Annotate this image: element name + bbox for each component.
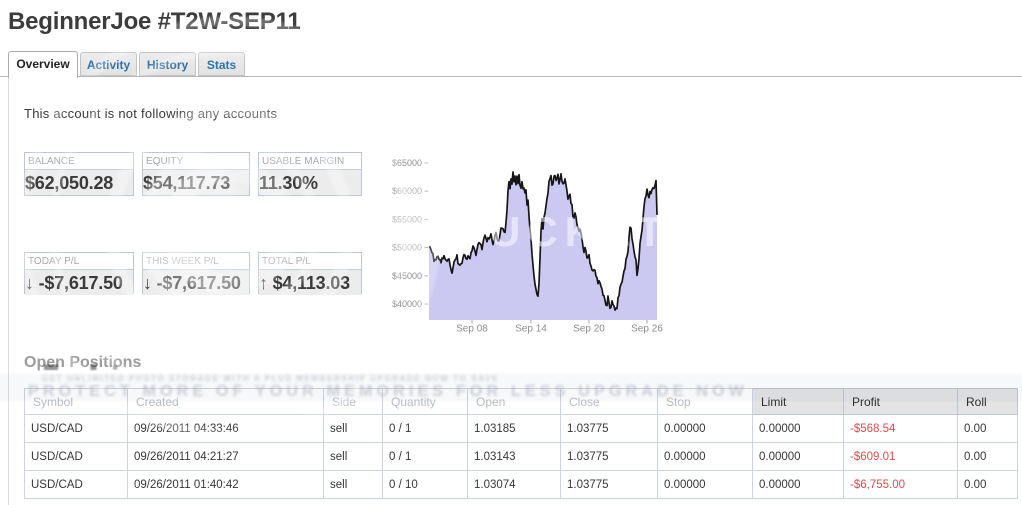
svg-text:$40000: $40000	[392, 299, 422, 309]
svg-text:Sep 20: Sep 20	[573, 324, 605, 335]
svg-text:$55000: $55000	[392, 214, 422, 224]
svg-text:$60000: $60000	[392, 186, 422, 196]
svg-text:UCKET: UCKET	[490, 208, 670, 255]
svg-text:GET UNLIMITED PHOTO STORAGE WI: GET UNLIMITED PHOTO STORAGE WITH A PLUS …	[42, 374, 499, 383]
svg-text:$45000: $45000	[392, 271, 422, 281]
svg-text:Sep 08: Sep 08	[456, 324, 488, 335]
svg-text:Sep 26: Sep 26	[631, 324, 663, 335]
svg-text:Sep 14: Sep 14	[515, 324, 547, 335]
svg-text:$65000: $65000	[392, 158, 422, 168]
svg-text:$50000: $50000	[392, 243, 422, 253]
